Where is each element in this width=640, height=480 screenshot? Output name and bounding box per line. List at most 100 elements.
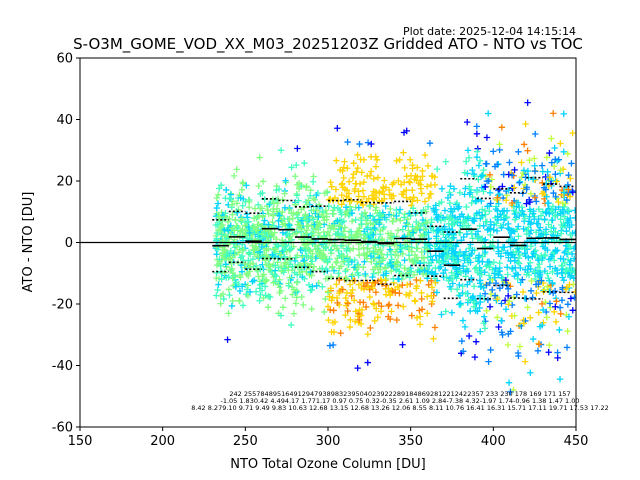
scatter-point: [544, 283, 551, 290]
scatter-point: [223, 251, 231, 258]
scatter-point: [502, 306, 510, 313]
scatter-point: [358, 210, 366, 218]
scatter-point: [372, 204, 380, 211]
scatter-point: [339, 252, 347, 260]
scatter-point: [427, 253, 434, 260]
scatter-point: [450, 206, 458, 213]
scatter-point: [295, 197, 302, 204]
scatter-point: [565, 186, 572, 193]
scatter-point: [351, 187, 358, 195]
scatter-point: [441, 223, 448, 230]
scatter-point: [557, 140, 564, 147]
scatter-point: [476, 292, 484, 300]
scatter-point: [538, 277, 545, 284]
x-tick-label: 300: [316, 434, 341, 449]
scatter-point: [332, 186, 340, 193]
scatter-point: [227, 254, 234, 262]
scatter-point: [321, 217, 328, 224]
scatter-point: [343, 193, 350, 200]
scatter-point: [488, 176, 496, 183]
scatter-point: [495, 271, 502, 279]
scatter-point: [480, 284, 487, 292]
scatter-point: [569, 307, 576, 314]
scatter-point: [409, 187, 416, 194]
scatter-point: [256, 297, 263, 304]
scatter-point: [229, 211, 236, 218]
scatter-point: [511, 216, 519, 223]
scatter-point: [272, 273, 280, 280]
scatter-point: [564, 219, 571, 227]
scatter-point: [259, 178, 267, 185]
scatter-point: [522, 358, 529, 365]
scatter-point: [519, 276, 526, 283]
scatter-point: [265, 210, 272, 218]
scatter-point: [227, 247, 234, 255]
scatter-point: [381, 177, 388, 184]
scatter-point: [448, 255, 456, 263]
scatter-point: [258, 234, 265, 242]
scatter-point: [469, 166, 476, 174]
scatter-point: [342, 233, 349, 240]
scatter-point: [327, 179, 334, 186]
scatter-point: [446, 283, 454, 290]
plot-date: Plot date: 2025-12-04 14:15:14: [403, 25, 576, 38]
scatter-point: [282, 177, 289, 184]
scatter-point: [323, 213, 330, 220]
scatter-point: [471, 299, 478, 306]
scatter-point: [255, 273, 262, 280]
scatter-point: [542, 251, 549, 259]
scatter-point: [312, 210, 319, 217]
scatter-point: [429, 256, 436, 264]
chart-title: S-O3M_GOME_VOD_XX_M03_20251203Z Gridded …: [73, 35, 583, 54]
scatter-point: [480, 313, 488, 320]
scatter-point: [275, 186, 283, 193]
scatter-point: [447, 208, 455, 215]
scatter-point: [546, 174, 554, 181]
scatter-point: [246, 288, 254, 296]
scatter-point: [534, 347, 542, 354]
scatter-point: [419, 270, 427, 278]
scatter-point: [256, 248, 264, 255]
scatter-point: [462, 290, 470, 298]
scatter-point: [375, 221, 383, 228]
scatter-point: [555, 198, 562, 206]
scatter-point: [239, 283, 246, 290]
scatter-point: [468, 274, 475, 282]
scatter-point: [313, 191, 320, 199]
scatter-point: [565, 207, 572, 214]
scatter-point: [476, 277, 484, 284]
scatter-point: [498, 317, 505, 324]
scatter-point: [391, 260, 399, 268]
scatter-point: [416, 268, 423, 276]
scatter-point: [482, 183, 489, 191]
scatter-point: [516, 179, 523, 186]
scatter-point: [529, 294, 536, 301]
scatter-point: [234, 209, 241, 216]
scatter-point: [328, 328, 335, 336]
scatter-point: [354, 269, 361, 277]
scatter-point: [539, 179, 546, 187]
scatter-point: [527, 190, 535, 197]
scatter-point: [301, 257, 308, 264]
scatter-point: [324, 258, 331, 265]
scatter-point: [498, 224, 505, 232]
scatter-point: [557, 166, 564, 174]
scatter-point: [289, 263, 296, 270]
scatter-point: [507, 328, 514, 335]
scatter-point: [279, 304, 287, 311]
scatter-point: [228, 302, 236, 310]
scatter-point: [387, 205, 394, 213]
scatter-point: [530, 250, 537, 257]
scatter-point: [327, 247, 334, 254]
scatter-point: [533, 198, 540, 205]
scatter-point: [447, 182, 454, 190]
scatter-point: [552, 193, 559, 201]
scatter-point: [425, 281, 432, 288]
scatter-point: [279, 229, 287, 236]
scatter-point: [437, 217, 445, 224]
scatter-point: [254, 230, 262, 237]
scatter-point: [448, 216, 456, 224]
scatter-point: [270, 222, 277, 229]
scatter-point: [305, 197, 312, 204]
scatter-point: [532, 281, 540, 288]
